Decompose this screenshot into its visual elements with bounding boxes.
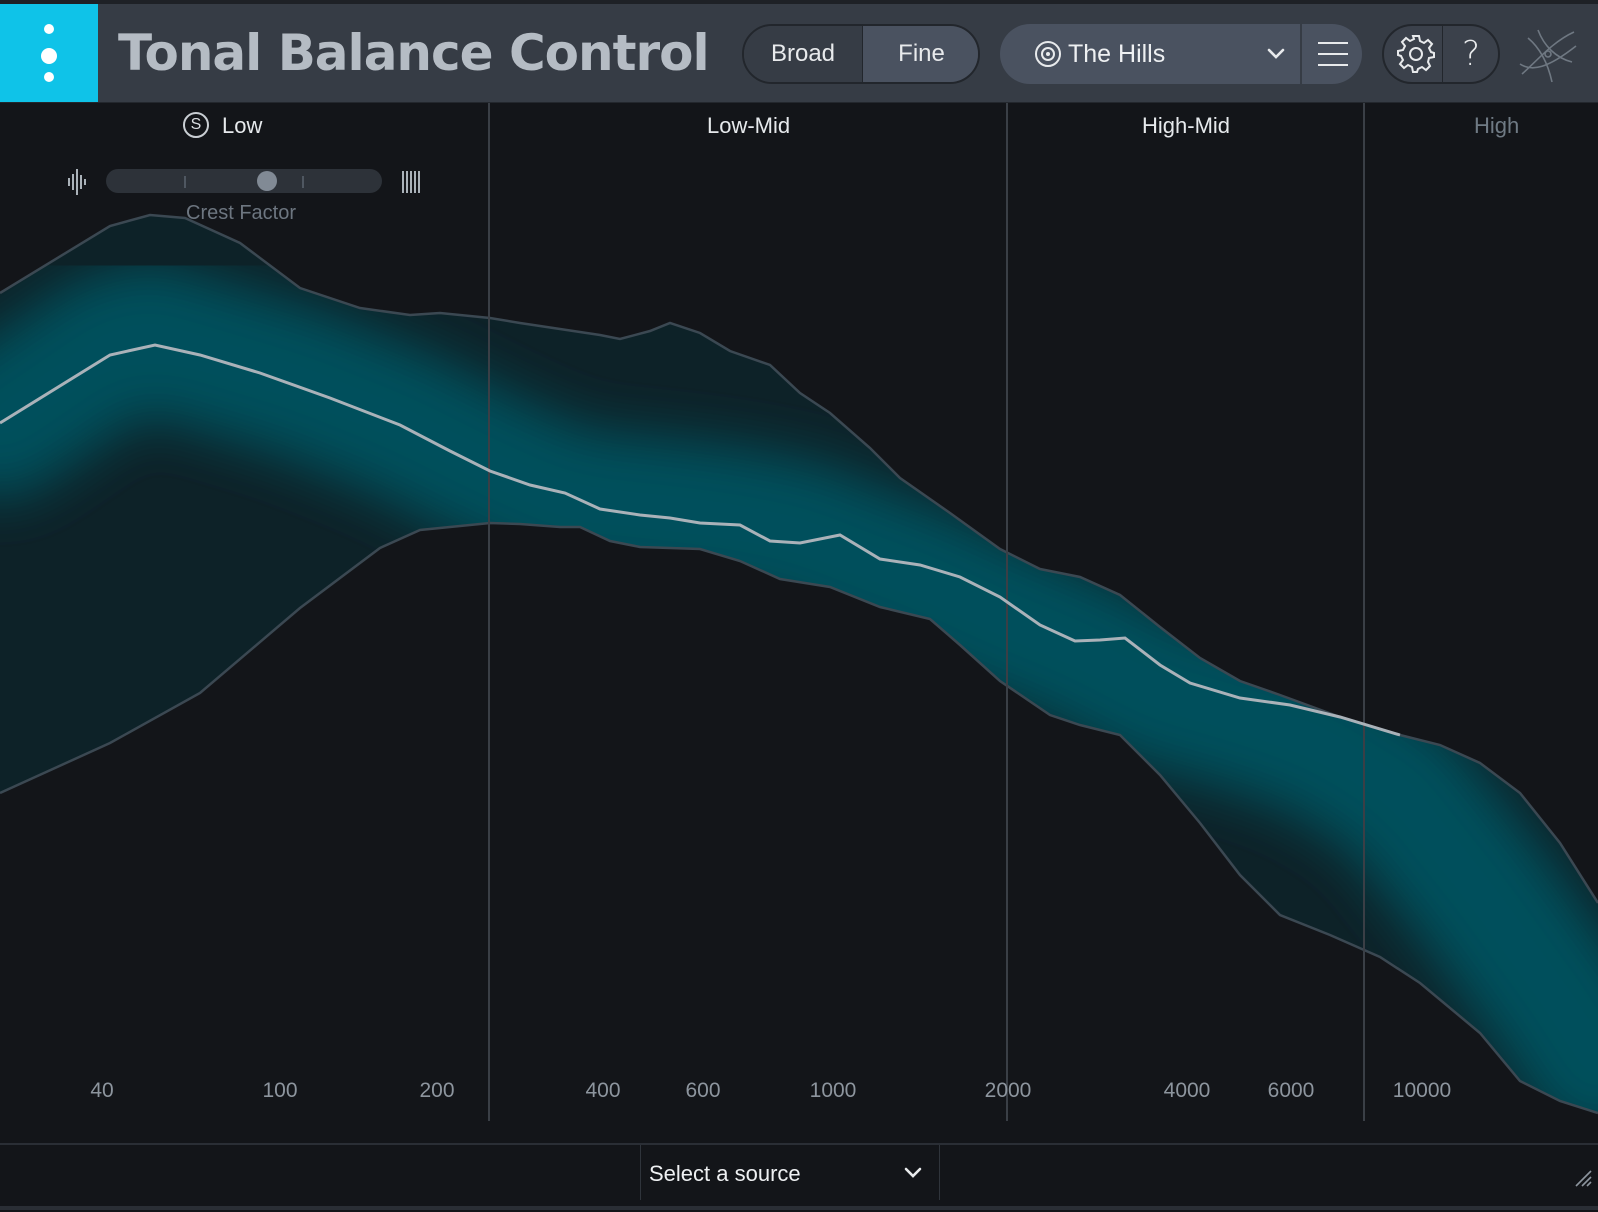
header-bar: Tonal Balance Control Broad Fine The Hil… bbox=[0, 4, 1598, 103]
chevron-down-icon bbox=[1267, 48, 1285, 59]
low-solo-button[interactable]: S bbox=[183, 112, 209, 138]
source-select-label: Select a source bbox=[649, 1161, 801, 1186]
crest-factor-slider[interactable] bbox=[106, 169, 382, 193]
resize-grip-icon[interactable] bbox=[1574, 1169, 1592, 1187]
app-title: Tonal Balance Control bbox=[118, 24, 710, 82]
window-bottom-edge bbox=[0, 1206, 1598, 1210]
freq-label: 1000 bbox=[809, 1079, 857, 1102]
transient-waveform-icon bbox=[68, 169, 86, 195]
band-label-high-mid[interactable]: High-Mid bbox=[1142, 113, 1231, 138]
broad-button[interactable]: Broad bbox=[744, 26, 863, 82]
crest-factor-knob[interactable] bbox=[256, 171, 277, 191]
freq-label: 200 bbox=[419, 1079, 455, 1102]
window-top-edge bbox=[0, 0, 1598, 4]
footer-bar: Select a source bbox=[0, 1143, 1598, 1212]
menu-dot bbox=[41, 48, 57, 64]
target-curve-select[interactable]: The Hills bbox=[1000, 24, 1300, 84]
freq-label: 100 bbox=[262, 1079, 298, 1102]
help-button[interactable]: ? bbox=[1461, 34, 1481, 74]
crest-factor-label: Crest Factor bbox=[186, 202, 297, 224]
compressed-waveform-icon bbox=[402, 171, 420, 193]
menu-dot bbox=[44, 72, 54, 82]
freq-label: 40 bbox=[90, 1079, 114, 1102]
izotope-logo-icon bbox=[1519, 29, 1577, 83]
spectrum-graph: S Low Low-Mid High-Mid High Crest Factor… bbox=[0, 103, 1598, 1143]
slider-tick bbox=[184, 176, 186, 188]
slider-tick bbox=[302, 176, 304, 188]
hamburger-icon bbox=[1318, 53, 1348, 55]
gear-icon[interactable] bbox=[1395, 33, 1437, 75]
freq-label: 2000 bbox=[984, 1079, 1032, 1102]
menu-dot bbox=[44, 24, 54, 34]
band-label-low[interactable]: Low bbox=[222, 113, 263, 138]
source-select[interactable]: Select a source bbox=[640, 1145, 940, 1200]
chevron-down-icon bbox=[904, 1167, 922, 1178]
freq-label: 10000 bbox=[1392, 1079, 1452, 1102]
freq-label: 400 bbox=[585, 1079, 621, 1102]
divider bbox=[1442, 26, 1443, 82]
view-mode-toggle: Broad Fine bbox=[742, 24, 980, 84]
spectrum-svg bbox=[0, 103, 1598, 1121]
freq-label: 6000 bbox=[1267, 1079, 1315, 1102]
utility-buttons: ? bbox=[1382, 24, 1500, 84]
band-label-high[interactable]: High bbox=[1474, 113, 1520, 138]
main-menu-button[interactable] bbox=[0, 4, 98, 102]
band-label-low-mid[interactable]: Low-Mid bbox=[707, 113, 791, 138]
target-menu-button[interactable] bbox=[1302, 24, 1362, 84]
freq-label: 600 bbox=[685, 1079, 721, 1102]
freq-label: 4000 bbox=[1163, 1079, 1211, 1102]
fine-button[interactable]: Fine bbox=[863, 26, 978, 82]
target-curve-label: The Hills bbox=[1068, 40, 1166, 68]
hamburger-icon bbox=[1318, 42, 1348, 44]
hamburger-icon bbox=[1318, 64, 1348, 66]
target-icon bbox=[1035, 41, 1061, 67]
